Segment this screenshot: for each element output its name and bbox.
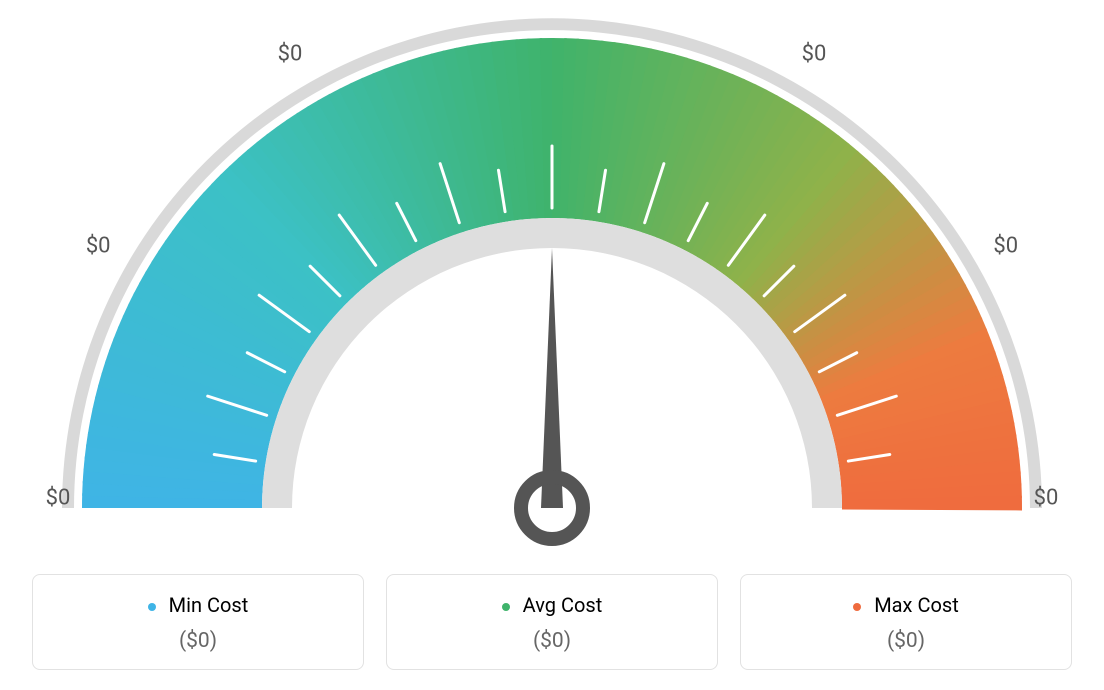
gauge-tick-label: $0 xyxy=(540,0,565,1)
legend-value-avg: ($0) xyxy=(397,629,707,653)
legend-title-avg: Avg Cost xyxy=(397,593,707,617)
legend-row: Min Cost ($0) Avg Cost ($0) Max Cost ($0… xyxy=(32,574,1072,670)
gauge-tick-label: $0 xyxy=(1034,486,1059,511)
legend-title-min: Min Cost xyxy=(43,593,353,617)
legend-dot-avg xyxy=(502,603,510,611)
gauge-area: $0 $0 $0 $0 $0 $0 $0 xyxy=(0,0,1104,560)
legend-card-max: Max Cost ($0) xyxy=(740,574,1072,670)
gauge-tick-label: $0 xyxy=(278,42,303,67)
legend-label-avg: Avg Cost xyxy=(523,593,603,617)
gauge-tick-label: $0 xyxy=(86,234,111,259)
legend-card-avg: Avg Cost ($0) xyxy=(386,574,718,670)
legend-label-max: Max Cost xyxy=(874,593,959,617)
gauge-svg xyxy=(0,0,1104,560)
legend-dot-max xyxy=(853,603,861,611)
legend-value-min: ($0) xyxy=(43,629,353,653)
gauge-tick-label: $0 xyxy=(46,486,71,511)
legend-card-min: Min Cost ($0) xyxy=(32,574,364,670)
legend-title-max: Max Cost xyxy=(751,593,1061,617)
gauge-tick-label: $0 xyxy=(802,42,827,67)
gauge-chart-container: $0 $0 $0 $0 $0 $0 $0 Min Cost ($0) Avg Cost ($… xyxy=(0,0,1104,690)
legend-label-min: Min Cost xyxy=(169,593,249,617)
legend-dot-min xyxy=(148,603,156,611)
gauge-tick-label: $0 xyxy=(993,234,1018,259)
legend-value-max: ($0) xyxy=(751,629,1061,653)
